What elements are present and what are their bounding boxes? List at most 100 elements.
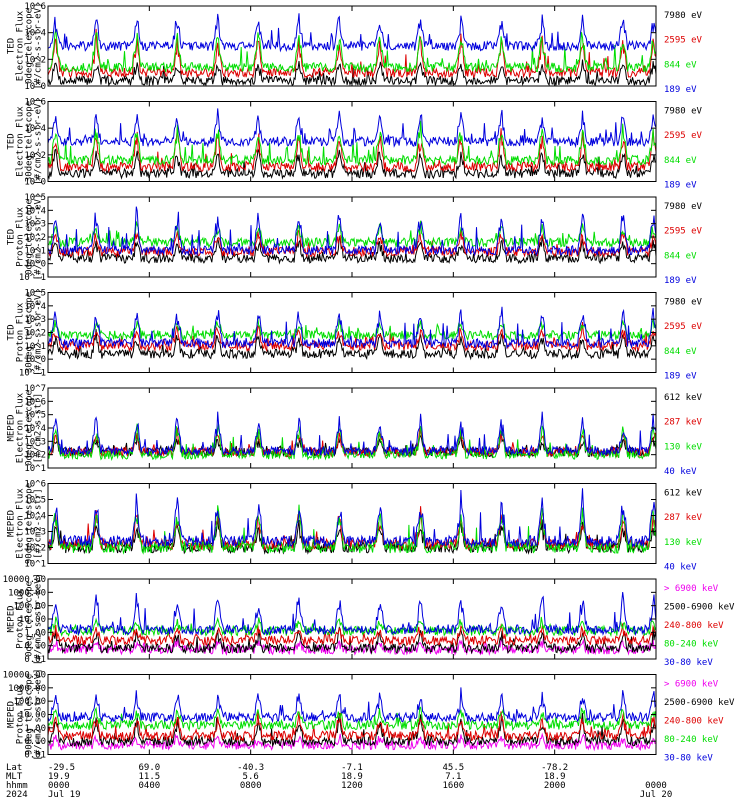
panel-3: 7980 eV 2595 eV 844 eV 189 eV 10^-1 10^0 10^1 1… bbox=[7, 193, 703, 286]
y-tick-label: 10^3 bbox=[24, 220, 46, 230]
series-line bbox=[47, 517, 657, 555]
legend-entry: 240-800 keV bbox=[664, 717, 724, 727]
y-tick-label: 10^5 bbox=[24, 193, 46, 203]
series-line bbox=[47, 108, 657, 149]
y-axis-label-line: [#/cm2-s-str-eV] bbox=[34, 289, 44, 376]
y-axis-label-line: 0deg telescope bbox=[25, 581, 35, 657]
y-tick-label: 100.00 bbox=[13, 602, 46, 612]
panel-8: > 6900 keV 2500-6900 keV 240-800 keV 80-240… bbox=[3, 668, 735, 763]
y-tick-label: 10^2 bbox=[24, 55, 46, 65]
legend-entry: 287 keV bbox=[664, 513, 703, 523]
y-axis-label-line: 30deg telescope bbox=[25, 292, 35, 373]
y-tick-label: 10^6 bbox=[24, 2, 46, 12]
y-axis-label-line: 0deg telescope bbox=[25, 199, 35, 275]
series-line bbox=[47, 706, 657, 732]
y-axis-label-line: Electron Flux bbox=[16, 488, 26, 559]
y-axis-label-line: Proton Flux bbox=[16, 207, 26, 267]
y-axis-label-line: [#/cm2-s-str-keV] bbox=[34, 668, 44, 760]
series-line bbox=[47, 29, 657, 74]
legend-entry: 7980 eV bbox=[664, 202, 703, 212]
y-axis-label-line: Proton Flux bbox=[16, 302, 26, 362]
y-axis-label-line: Proton Flux bbox=[16, 684, 26, 744]
y-tick-label: 10000.00 bbox=[3, 671, 46, 681]
y-tick-label: 10^-1 bbox=[19, 273, 46, 283]
panel-2: 7980 eV 2595 eV 844 eV 189 eV 10^0 10^2 10^4 10… bbox=[7, 98, 703, 191]
legend-entry: 30-80 keV bbox=[664, 658, 713, 668]
y-axis-label-line: [#/cm2-s-str-eV] bbox=[34, 194, 44, 281]
x-tick-label: 11.5 bbox=[138, 772, 160, 782]
y-tick-label: 10^2 bbox=[24, 233, 46, 243]
y-tick-label: 10^7 bbox=[24, 384, 46, 394]
series-line bbox=[47, 687, 657, 724]
y-tick-label: 10^6 bbox=[24, 98, 46, 108]
y-tick-label: 10^4 bbox=[24, 424, 46, 434]
series-line bbox=[47, 488, 657, 549]
y-axis-label-line: MEPED bbox=[7, 414, 17, 441]
y-axis-label-line: MEPED bbox=[7, 701, 17, 728]
x-tick-label: 0800 bbox=[240, 781, 262, 791]
panel-6: 612 keV 287 keV 130 keV 40 keV 10^1 10^2 10^3 1… bbox=[7, 480, 703, 573]
series-line bbox=[47, 206, 657, 257]
legend-entry: 189 eV bbox=[664, 85, 697, 95]
legend-entry: 7980 eV bbox=[664, 107, 703, 117]
y-axis-label-line: 90deg telescope bbox=[25, 674, 35, 755]
x-tick-label: 45.5 bbox=[442, 763, 464, 773]
x-tick-label: 18.9 bbox=[544, 772, 566, 782]
y-tick-label: 10^5 bbox=[24, 411, 46, 421]
y-axis-label: MEPEDElectron Flux0deg telescope[#/cm2-s… bbox=[7, 390, 44, 466]
y-tick-label: 10^2 bbox=[24, 451, 46, 461]
legend-entry: 844 eV bbox=[664, 347, 697, 357]
y-tick-label: 10^4 bbox=[24, 29, 46, 39]
y-axis-label-line: TED bbox=[7, 229, 17, 245]
x-tick-label: -78.2 bbox=[541, 763, 568, 773]
legend-entry: 2595 eV bbox=[664, 322, 703, 332]
x-tick-label: -29.5 bbox=[48, 763, 75, 773]
y-tick-label: 10^2 bbox=[24, 329, 46, 339]
y-axis-label-line: TED bbox=[7, 38, 17, 54]
y-axis-label-line: [#/cm2-s-str] bbox=[34, 393, 44, 463]
y-tick-label: 10^0 bbox=[24, 178, 46, 188]
y-tick-label: 10^6 bbox=[24, 480, 46, 490]
y-axis-label-line: [#/cm2-s-str] bbox=[34, 488, 44, 558]
y-tick-label: 0.10 bbox=[24, 737, 46, 747]
y-tick-label: 10^2 bbox=[24, 151, 46, 161]
y-axis-label-line: [#/cm2-s-str-eV] bbox=[34, 3, 44, 90]
x-tick-label: 0400 bbox=[138, 781, 160, 791]
y-tick-label: 1000.00 bbox=[8, 684, 46, 694]
series-line bbox=[47, 306, 657, 350]
legend-entry: 2595 eV bbox=[664, 36, 703, 46]
y-tick-label: 10^4 bbox=[24, 512, 46, 522]
legend-entry: 2595 eV bbox=[664, 227, 703, 237]
y-tick-label: 10.00 bbox=[19, 711, 46, 721]
y-tick-label: 10^1 bbox=[24, 464, 46, 474]
y-tick-label: 10^5 bbox=[24, 289, 46, 299]
legend-entry: 2595 eV bbox=[664, 131, 703, 141]
x-tick-label: 18.9 bbox=[341, 772, 363, 782]
series-line bbox=[47, 626, 657, 655]
series-line bbox=[47, 236, 657, 265]
series-line bbox=[47, 220, 657, 249]
legend-entry: 612 keV bbox=[664, 393, 703, 403]
legend-entry: 2500-6900 keV bbox=[664, 603, 735, 613]
x-tick-label: 1600 bbox=[442, 781, 464, 791]
y-tick-label: 10^4 bbox=[24, 302, 46, 312]
x-tick-label: 2000 bbox=[544, 781, 566, 791]
y-axis-label: MEPEDProton Flux0deg telescope[#/cm2-s-s… bbox=[7, 573, 44, 665]
y-tick-label: 1000.00 bbox=[8, 588, 46, 598]
y-tick-label: 10^0 bbox=[24, 355, 46, 365]
series-line bbox=[47, 623, 657, 647]
x-tick-label: Jul 19 bbox=[48, 790, 81, 800]
series-line bbox=[47, 712, 657, 748]
x-tick-label: Jul 20 bbox=[640, 790, 673, 800]
y-axis-label-line: 90deg telescope bbox=[25, 483, 35, 564]
legend-entry: 189 eV bbox=[664, 276, 697, 286]
y-axis-label: TEDProton Flux0deg telescope[#/cm2-s-str… bbox=[7, 194, 44, 281]
y-tick-label: 0.01 bbox=[24, 655, 46, 665]
x-tick-label: 1200 bbox=[341, 781, 363, 791]
legend-entry: 844 eV bbox=[664, 60, 697, 70]
y-tick-label: 10^2 bbox=[24, 544, 46, 554]
y-axis-label: MEPEDElectron Flux90deg telescope[#/cm2-… bbox=[7, 483, 44, 564]
series-line bbox=[47, 228, 657, 259]
y-axis-label-line: Proton Flux bbox=[16, 589, 26, 649]
